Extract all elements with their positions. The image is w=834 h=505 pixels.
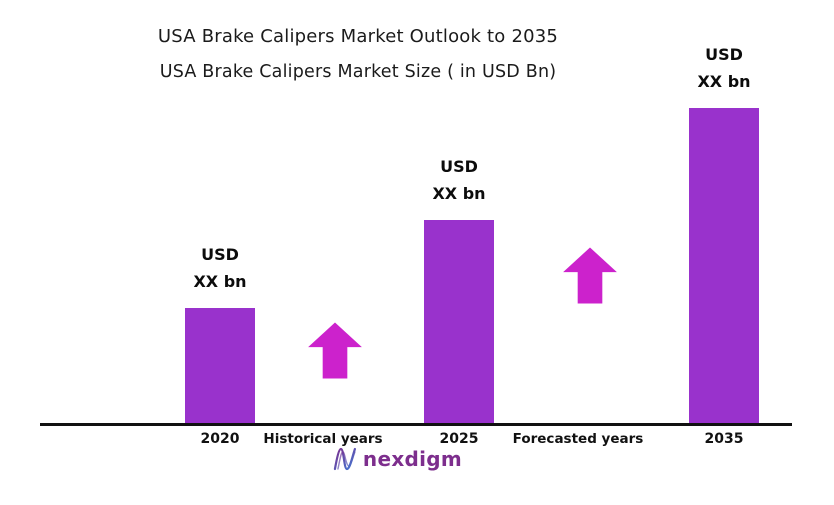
bar-value-line1: USD	[201, 245, 239, 264]
nexdigm-logo: nexdigm	[332, 446, 462, 472]
bar-value-line2: XX bn	[193, 272, 247, 291]
nexdigm-wave-icon	[332, 446, 358, 472]
annotation-forecasted-years: Forecasted years	[512, 431, 644, 447]
chart-title: USA Brake Calipers Market Outlook to 203…	[157, 26, 559, 47]
chart-subtitle: USA Brake Calipers Market Size ( in USD …	[159, 62, 557, 82]
bar-value-label-2020: USD XX bn	[193, 241, 246, 295]
bar-value-line2: XX bn	[432, 184, 486, 203]
bar-value-label-2035: USD XX bn	[697, 41, 750, 95]
bar-2035	[689, 108, 759, 425]
bar-value-line1: USD	[705, 45, 743, 64]
bar-group-2035: USD XX bn	[689, 41, 759, 425]
bar-group-2025: USD XX bn	[424, 153, 494, 425]
bar-2025	[424, 220, 494, 425]
up-arrow-icon	[562, 247, 618, 304]
bar-value-line2: XX bn	[697, 72, 751, 91]
bar-value-label-2025: USD XX bn	[432, 153, 485, 207]
x-tick-2035: 2035	[704, 431, 744, 447]
nexdigm-logo-text: nexdigm	[362, 447, 463, 471]
x-tick-2020: 2020	[200, 431, 240, 447]
up-arrow-icon	[307, 322, 363, 379]
bar-group-2020: USD XX bn	[185, 241, 255, 425]
bar-2020	[185, 308, 255, 425]
annotation-historical-years: Historical years	[263, 431, 383, 447]
x-axis-baseline	[40, 423, 792, 426]
bar-value-line1: USD	[440, 157, 478, 176]
x-tick-2025: 2025	[439, 431, 479, 447]
